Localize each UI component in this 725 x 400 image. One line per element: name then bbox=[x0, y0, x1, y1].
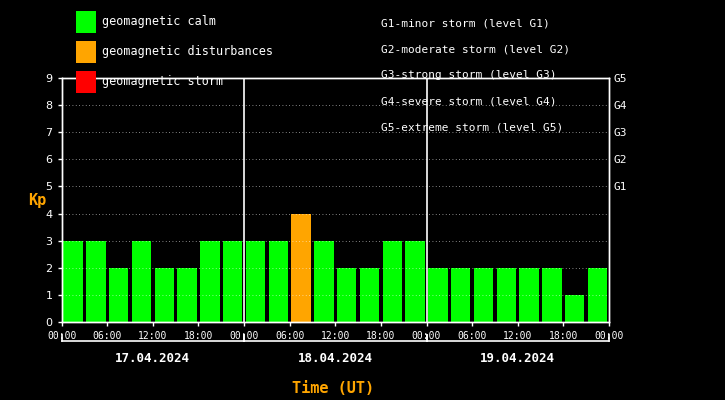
Bar bbox=[337, 268, 357, 322]
Text: 19.04.2024: 19.04.2024 bbox=[480, 352, 555, 365]
Bar bbox=[588, 268, 608, 322]
Bar bbox=[223, 241, 242, 322]
Bar bbox=[178, 268, 196, 322]
Text: geomagnetic disturbances: geomagnetic disturbances bbox=[102, 46, 273, 58]
Bar bbox=[109, 268, 128, 322]
Bar bbox=[268, 241, 288, 322]
Y-axis label: Kp: Kp bbox=[28, 192, 46, 208]
Bar bbox=[451, 268, 471, 322]
Bar bbox=[63, 241, 83, 322]
Text: geomagnetic storm: geomagnetic storm bbox=[102, 76, 223, 88]
Text: G2-moderate storm (level G2): G2-moderate storm (level G2) bbox=[381, 44, 570, 54]
Bar bbox=[565, 295, 584, 322]
Text: G3-strong storm (level G3): G3-strong storm (level G3) bbox=[381, 70, 556, 80]
Bar bbox=[246, 241, 265, 322]
Text: G1-minor storm (level G1): G1-minor storm (level G1) bbox=[381, 18, 550, 28]
Text: Time (UT): Time (UT) bbox=[292, 381, 375, 396]
Text: G4-severe storm (level G4): G4-severe storm (level G4) bbox=[381, 96, 556, 106]
Bar bbox=[520, 268, 539, 322]
Bar bbox=[154, 268, 174, 322]
Text: 18.04.2024: 18.04.2024 bbox=[298, 352, 373, 365]
Bar bbox=[291, 214, 311, 322]
Text: G5-extreme storm (level G5): G5-extreme storm (level G5) bbox=[381, 122, 563, 132]
Bar bbox=[542, 268, 562, 322]
Bar bbox=[132, 241, 151, 322]
Text: 17.04.2024: 17.04.2024 bbox=[115, 352, 191, 365]
Bar bbox=[428, 268, 447, 322]
Bar bbox=[86, 241, 106, 322]
Bar bbox=[314, 241, 334, 322]
Bar bbox=[383, 241, 402, 322]
Text: geomagnetic calm: geomagnetic calm bbox=[102, 16, 216, 28]
Bar bbox=[474, 268, 493, 322]
Bar bbox=[200, 241, 220, 322]
Bar bbox=[497, 268, 516, 322]
Bar bbox=[405, 241, 425, 322]
Bar bbox=[360, 268, 379, 322]
